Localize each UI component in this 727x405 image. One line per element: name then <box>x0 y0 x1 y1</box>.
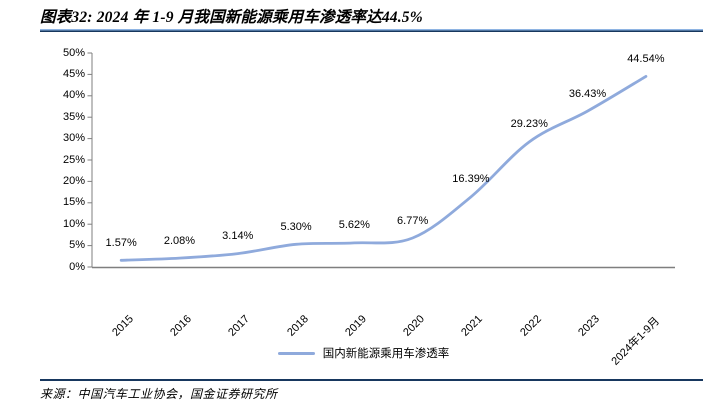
chart-area: 0% 5% 10% 15% 20% 25% 30% 35% 40% 45% 50% 2015 2016 2… <box>0 36 727 371</box>
data-label: 5.30% <box>280 220 312 233</box>
y-axis-tick-label: 10% <box>62 217 85 230</box>
source-note: 来源：中国汽车工业协会，国金证券研究所 <box>40 387 278 401</box>
y-axis-tick-label: 15% <box>62 196 85 209</box>
chart-legend: 国内新能源乘用车渗透率 <box>0 345 727 361</box>
y-axis-tick-label: 30% <box>62 132 85 145</box>
legend-line-swatch <box>277 351 315 355</box>
data-label: 3.14% <box>222 230 254 243</box>
data-label: 44.54% <box>627 52 665 65</box>
y-axis-tick-label: 25% <box>62 153 85 166</box>
y-axis-tick-label: 20% <box>62 174 85 187</box>
data-label: 5.62% <box>338 219 370 232</box>
legend-label: 国内新能源乘用车渗透率 <box>322 348 450 360</box>
title-rule <box>40 29 703 32</box>
y-axis-tick-label: 50% <box>62 46 85 59</box>
data-label: 2.08% <box>163 234 196 247</box>
data-label: 6.77% <box>397 214 429 227</box>
data-label: 16.39% <box>452 173 490 186</box>
data-label: 29.23% <box>510 118 548 131</box>
series-line <box>119 75 648 262</box>
y-axis-tick-label: 0% <box>69 260 85 273</box>
y-axis-tick-label: 35% <box>62 110 85 123</box>
y-axis-tick-label: 45% <box>62 67 85 80</box>
y-axis-tick-label: 40% <box>62 89 85 102</box>
data-label: 36.43% <box>568 87 607 100</box>
data-label: 1.57% <box>105 236 137 249</box>
footer-rule <box>40 379 703 381</box>
chart-svg <box>87 52 675 269</box>
figure-title: 图表32: 2024 年 1-9 月我国新能源乘用车渗透率达44.5% <box>40 9 423 26</box>
y-axis-tick-label: 5% <box>69 239 85 252</box>
